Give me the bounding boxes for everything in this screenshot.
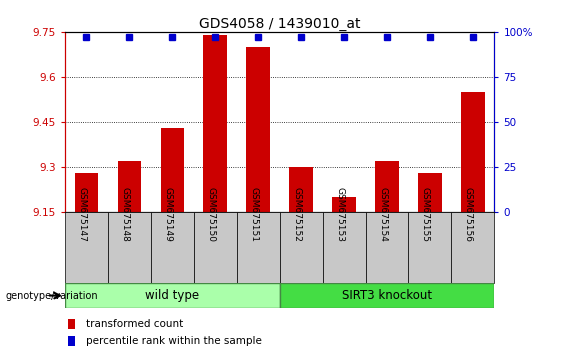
Bar bbox=[408, 212, 451, 283]
Text: GSM675156: GSM675156 bbox=[464, 187, 473, 242]
Bar bbox=[151, 212, 194, 283]
Bar bbox=[160, 128, 184, 212]
Text: GSM675150: GSM675150 bbox=[206, 187, 215, 242]
Bar bbox=[75, 173, 98, 212]
Text: GSM675155: GSM675155 bbox=[421, 187, 430, 242]
Text: GSM675149: GSM675149 bbox=[163, 187, 172, 242]
Bar bbox=[366, 212, 408, 283]
Bar bbox=[451, 212, 494, 283]
Bar bbox=[194, 212, 237, 283]
Text: SIRT3 knockout: SIRT3 knockout bbox=[342, 289, 432, 302]
Text: GSM675147: GSM675147 bbox=[77, 187, 86, 242]
Bar bbox=[280, 283, 494, 308]
Text: GSM675153: GSM675153 bbox=[335, 187, 344, 242]
Bar bbox=[375, 161, 399, 212]
Bar bbox=[68, 336, 75, 346]
Bar bbox=[246, 47, 270, 212]
Bar bbox=[461, 92, 485, 212]
Bar bbox=[289, 167, 313, 212]
Bar bbox=[65, 283, 280, 308]
Bar bbox=[118, 161, 141, 212]
Bar bbox=[280, 212, 323, 283]
Bar bbox=[108, 212, 151, 283]
Bar bbox=[65, 212, 108, 283]
Text: GSM675154: GSM675154 bbox=[378, 187, 387, 242]
Text: genotype/variation: genotype/variation bbox=[6, 291, 98, 301]
Text: percentile rank within the sample: percentile rank within the sample bbox=[86, 336, 262, 346]
Bar bbox=[418, 173, 442, 212]
Text: GSM675152: GSM675152 bbox=[292, 187, 301, 242]
Bar bbox=[68, 319, 75, 329]
Text: wild type: wild type bbox=[145, 289, 199, 302]
Bar bbox=[332, 198, 356, 212]
Title: GDS4058 / 1439010_at: GDS4058 / 1439010_at bbox=[199, 17, 360, 31]
Bar bbox=[237, 212, 280, 283]
Bar bbox=[323, 212, 366, 283]
Text: GSM675148: GSM675148 bbox=[120, 187, 129, 242]
Bar bbox=[203, 35, 227, 212]
Text: transformed count: transformed count bbox=[86, 319, 183, 329]
Text: GSM675151: GSM675151 bbox=[249, 187, 258, 242]
